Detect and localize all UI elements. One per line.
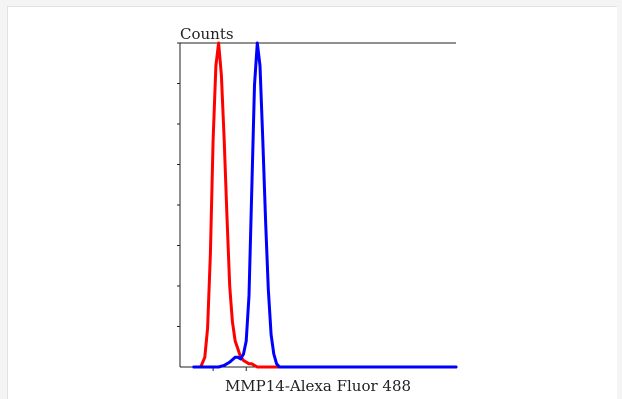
- chart-frame: Counts MMP14-Alexa Fluor 488: [7, 6, 617, 399]
- y-axis-label: Counts: [180, 25, 234, 43]
- series-layer: [194, 43, 456, 367]
- series-line-1: [194, 43, 456, 367]
- histogram-chart: Counts MMP14-Alexa Fluor 488: [8, 7, 617, 399]
- x-axis-label: MMP14-Alexa Fluor 488: [225, 377, 411, 395]
